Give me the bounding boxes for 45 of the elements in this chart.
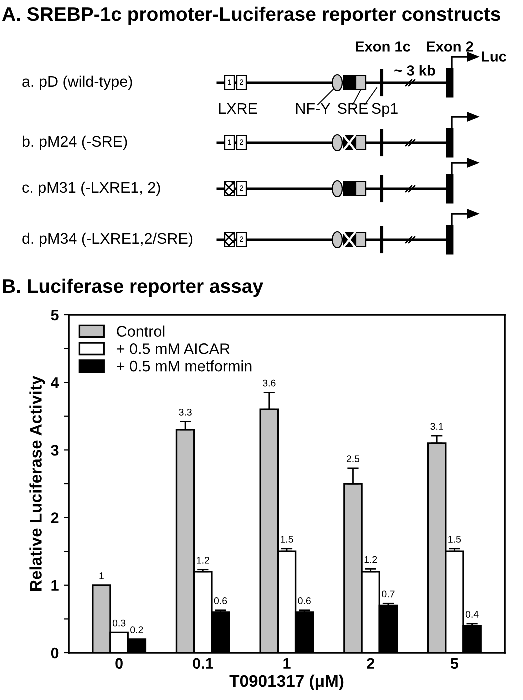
data-label: 0.4 bbox=[466, 611, 479, 618]
data-label: 0.6 bbox=[214, 598, 228, 604]
y-tick-label: 3 bbox=[51, 445, 59, 456]
x-tick-label: 2 bbox=[367, 658, 374, 669]
text: ~ 3 kb bbox=[394, 65, 436, 76]
data-label: 1.2 bbox=[364, 556, 378, 564]
y-tick-label: 2 bbox=[51, 512, 59, 524]
y-tick-label: 0 bbox=[51, 648, 59, 659]
data-label: 1.5 bbox=[448, 536, 462, 543]
text: Sp1 bbox=[372, 103, 398, 118]
x-tick-label: 0 bbox=[116, 658, 123, 670]
text: NF-Y bbox=[296, 103, 330, 114]
data-label: 0.3 bbox=[112, 620, 126, 627]
data-label: 1.2 bbox=[197, 556, 210, 564]
text: A. SREBP-1c promoter-Luciferase reporter constructs bbox=[2, 6, 500, 26]
data-label: 1.5 bbox=[280, 536, 294, 543]
x-tick-label: 5 bbox=[450, 658, 459, 670]
text: d. pM34 (-LXRE1,2/SRE) bbox=[22, 232, 193, 248]
x-tick-label: 1 bbox=[284, 658, 291, 669]
text: SRE bbox=[338, 103, 368, 114]
x-tick-label: 0.1 bbox=[193, 658, 214, 670]
text: Exon 1c bbox=[356, 42, 411, 52]
legend-label: + 0.5 mM metformin bbox=[117, 360, 252, 372]
text: Luc bbox=[482, 52, 507, 62]
data-label: 0.6 bbox=[298, 598, 311, 604]
text: a. pD (wild-type) bbox=[22, 76, 132, 90]
data-label: 0.7 bbox=[382, 590, 395, 598]
text: LXRE bbox=[219, 103, 258, 114]
y-axis-title: Relative Luciferase Activity bbox=[30, 376, 46, 591]
data-label: 0.2 bbox=[130, 626, 144, 634]
data-label: 1 bbox=[100, 572, 104, 580]
y-tick-label: 1 bbox=[52, 580, 59, 591]
y-tick-label: 5 bbox=[51, 310, 59, 321]
legend-label: + 0.5 mM AICAR bbox=[117, 344, 230, 354]
chart-title: B. Luciferase reporter assay bbox=[3, 278, 264, 298]
data-label: 3.1 bbox=[430, 423, 444, 430]
data-label: 3.6 bbox=[263, 380, 276, 387]
text: Exon 2 bbox=[427, 42, 474, 52]
legend-label: Control bbox=[117, 326, 165, 337]
text: c. pM31 (-LXRE1, 2) bbox=[22, 182, 160, 196]
x-axis-title: T0901317 (μM) bbox=[230, 674, 344, 690]
data-label: 3.3 bbox=[179, 408, 192, 416]
y-tick-label: 4 bbox=[51, 378, 60, 388]
text: b. pM24 (-SRE) bbox=[22, 136, 128, 150]
data-label: 2.5 bbox=[346, 456, 360, 462]
